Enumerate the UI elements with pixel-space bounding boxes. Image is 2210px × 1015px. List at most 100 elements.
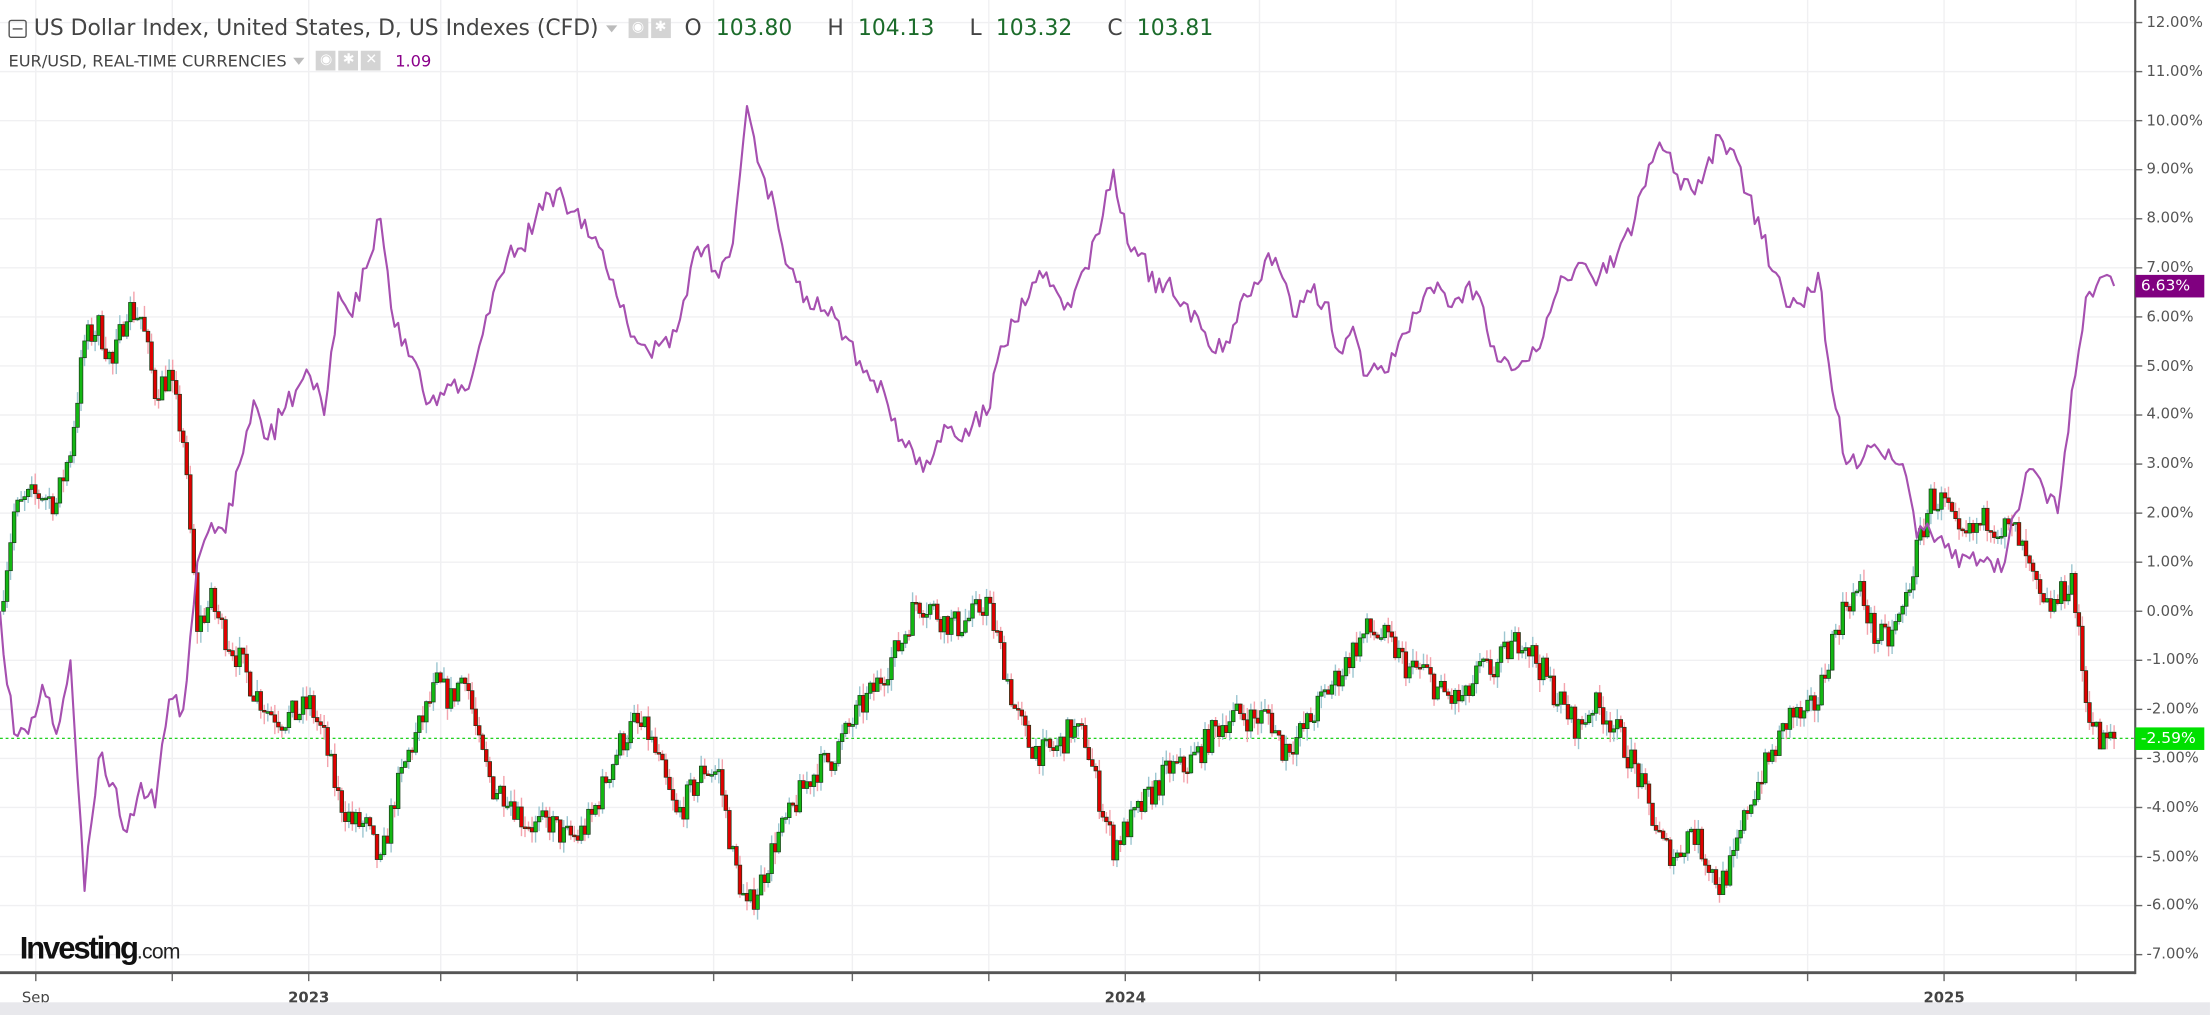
candle <box>1142 788 1148 814</box>
candle-body <box>1896 613 1902 622</box>
candle-body <box>1216 725 1222 737</box>
x-tick-label: 2024 <box>1104 989 1146 1007</box>
candle-body <box>117 324 122 341</box>
gear-icon[interactable]: ✱ <box>650 18 671 39</box>
candle-body <box>558 819 563 843</box>
candle <box>290 700 295 718</box>
candle <box>1368 618 1373 638</box>
eurusd-line <box>0 104 2116 892</box>
candle <box>286 705 292 734</box>
candle-body <box>1682 852 1687 858</box>
candle <box>589 802 595 823</box>
candle-body <box>1206 729 1211 753</box>
candle <box>727 806 732 850</box>
candle-body <box>575 835 581 841</box>
eye-icon[interactable]: ◉ <box>628 18 648 39</box>
candle-body <box>2041 593 2046 603</box>
candle <box>1266 704 1271 725</box>
candle-body <box>1646 783 1652 804</box>
candle <box>769 835 774 882</box>
candle-body <box>1167 760 1172 774</box>
candle <box>202 608 207 625</box>
candle <box>480 732 485 751</box>
candle <box>1128 800 1134 845</box>
candle-body <box>1076 723 1081 727</box>
candle <box>1766 751 1771 765</box>
candle-body <box>1238 703 1243 714</box>
close-icon[interactable]: ✕ <box>361 50 382 71</box>
candle-body <box>1181 756 1187 773</box>
candle <box>1798 700 1803 727</box>
candle-body <box>1900 605 1905 615</box>
candle <box>226 640 232 655</box>
candle <box>255 679 260 704</box>
candle <box>1720 861 1726 895</box>
candle-body <box>240 647 246 655</box>
candle <box>938 616 943 640</box>
candle <box>1121 817 1127 846</box>
candle <box>1541 655 1546 686</box>
candle-body <box>1135 801 1141 808</box>
candle-body <box>614 754 619 765</box>
candle <box>1220 713 1225 740</box>
candle-body <box>54 502 59 515</box>
candle <box>1414 651 1419 670</box>
eye-icon[interactable]: ◉ <box>316 50 337 71</box>
candle-body <box>364 817 369 824</box>
candle-body <box>1692 828 1697 845</box>
candle-body <box>441 678 447 683</box>
candle <box>653 727 658 755</box>
candle-body <box>307 695 313 710</box>
candle <box>1491 666 1497 685</box>
candle-body <box>811 774 817 787</box>
candle-body <box>998 630 1003 643</box>
candle <box>131 291 137 323</box>
candle <box>1308 707 1313 723</box>
candle-body <box>596 805 602 810</box>
y-tick-label: 10.00% <box>2146 112 2203 130</box>
candle <box>628 711 633 749</box>
candle <box>1347 652 1352 674</box>
candle <box>1181 755 1187 783</box>
candle <box>1192 742 1197 756</box>
candle <box>1178 748 1183 765</box>
candle <box>832 760 838 775</box>
candle-body <box>202 615 207 623</box>
candle <box>1114 839 1120 868</box>
candle <box>1854 588 1860 597</box>
candle-body <box>1424 664 1430 668</box>
candle <box>1879 619 1884 646</box>
candle-body <box>670 789 676 801</box>
candle <box>318 714 323 735</box>
candle-body <box>2101 732 2106 750</box>
candle-body <box>769 843 774 874</box>
gear-icon[interactable]: ✱ <box>338 50 359 71</box>
candle-body <box>1164 760 1169 766</box>
candle <box>1604 711 1609 736</box>
candle <box>751 877 757 916</box>
candle-body <box>515 806 521 820</box>
candle-body <box>568 825 573 836</box>
candle-body <box>395 772 401 809</box>
candle <box>1893 614 1898 635</box>
candle <box>1354 631 1359 662</box>
candle <box>889 647 894 691</box>
candle <box>839 724 845 750</box>
candle <box>959 631 965 638</box>
candle-body <box>1364 618 1370 635</box>
candle <box>240 647 246 664</box>
candle <box>2097 718 2103 750</box>
dropdown-caret-icon[interactable] <box>293 57 306 65</box>
candle-body <box>1329 684 1335 695</box>
collapse-icon[interactable] <box>8 19 27 38</box>
candle <box>1030 746 1035 759</box>
candle <box>462 676 468 692</box>
dropdown-caret-icon[interactable] <box>605 24 617 32</box>
candle <box>1449 688 1454 710</box>
candle-body <box>480 734 485 750</box>
candle <box>1403 641 1409 687</box>
low-value: 103.32 <box>995 15 1073 41</box>
candle-body <box>1551 675 1557 706</box>
candle <box>2023 529 2029 568</box>
